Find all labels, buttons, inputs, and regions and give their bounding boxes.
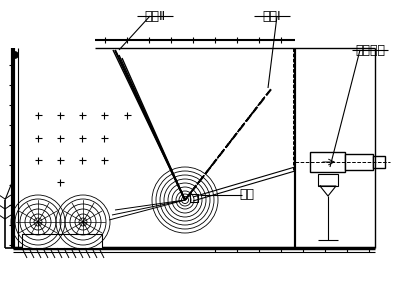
Bar bbox=[373, 156, 385, 168]
Bar bbox=[22, 234, 102, 248]
Text: 挡板: 挡板 bbox=[239, 188, 255, 202]
Circle shape bbox=[11, 52, 18, 58]
Text: 电动推杆: 电动推杆 bbox=[355, 43, 385, 56]
Bar bbox=[318, 174, 338, 186]
Text: 状态Ⅱ: 状态Ⅱ bbox=[144, 10, 166, 23]
Bar bbox=[310, 152, 345, 172]
Bar bbox=[190, 194, 198, 202]
Bar bbox=[345, 154, 373, 170]
Text: 状态Ⅰ: 状态Ⅰ bbox=[263, 10, 281, 23]
